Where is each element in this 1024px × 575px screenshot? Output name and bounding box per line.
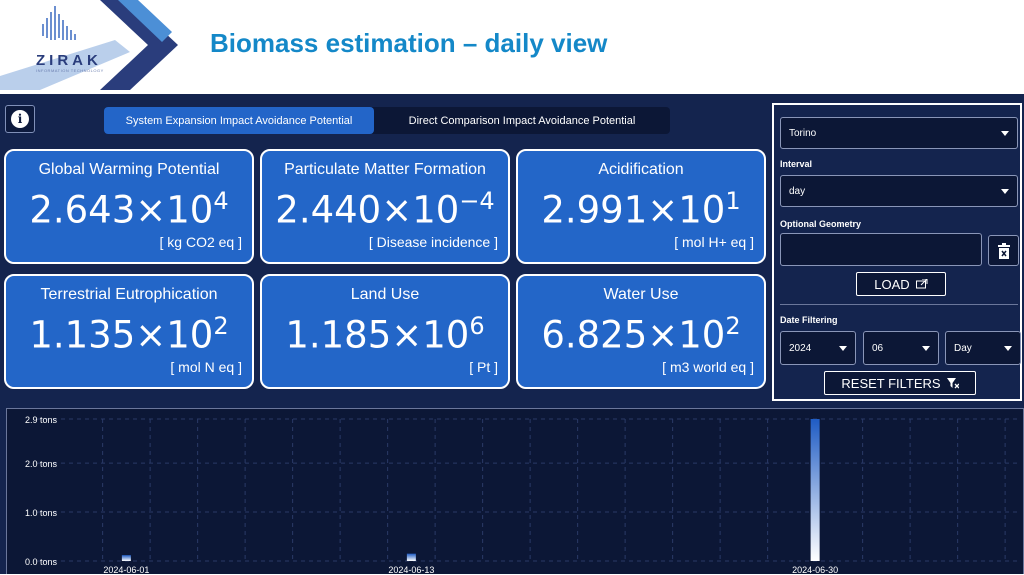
card-value: 2.991×101 (541, 187, 741, 232)
y-tick-label: 2.0 tons (25, 459, 58, 469)
month-select[interactable]: 06 (863, 331, 939, 365)
card-value: 1.135×102 (29, 312, 229, 357)
year-value: 2024 (789, 342, 812, 354)
y-tick-label: 2.9 tons (25, 415, 58, 425)
card-title: Water Use (603, 286, 679, 303)
reset-filters-button[interactable]: RESET FILTERS (824, 371, 976, 395)
card-terrestrial-eutrophication: Terrestrial Eutrophication 1.135×102 [ m… (4, 274, 254, 389)
x-tick-label: 2024-06-30 (792, 565, 838, 575)
card-title: Particulate Matter Formation (284, 161, 486, 178)
location-value: Torino (789, 127, 817, 139)
card-value: 1.185×106 (285, 312, 485, 357)
location-select[interactable]: Torino (780, 117, 1018, 149)
filter-clear-icon (946, 377, 959, 388)
logo-subtitle: INFORMATION TECHNOLOGY (36, 68, 104, 73)
card-value: 2.440×10−4 (275, 187, 495, 232)
geometry-label: Optional Geometry (780, 219, 862, 229)
card-global-warming: Global Warming Potential 2.643×104 [ kg … (4, 149, 254, 264)
chevron-down-icon (922, 346, 930, 351)
biomass-chart: 0.0 tons 1.0 tons 2.0 tons 2.9 tons 2024-06-… (6, 408, 1024, 575)
date-filter-label: Date Filtering (780, 315, 838, 325)
card-value: 2.643×104 (29, 187, 229, 232)
chevron-down-icon (1001, 189, 1009, 194)
card-acidification: Acidification 2.991×101 [ mol H+ eq ] (516, 149, 766, 264)
year-select[interactable]: 2024 (780, 331, 856, 365)
card-title: Acidification (598, 161, 684, 178)
chart-bar (406, 553, 416, 561)
card-unit: [ m3 world eq ] (662, 359, 754, 375)
card-unit: [ mol H+ eq ] (674, 234, 754, 250)
chevron-down-icon (839, 346, 847, 351)
header: ZIRAK INFORMATION TECHNOLOGY Biomass est… (0, 0, 1024, 90)
card-title: Global Warming Potential (38, 161, 220, 178)
tab-system-expansion[interactable]: System Expansion Impact Avoidance Potent… (104, 107, 374, 134)
chevron-down-icon (1004, 346, 1012, 351)
dashboard: i System Expansion Impact Avoidance Pote… (0, 94, 1024, 575)
geometry-input[interactable] (780, 233, 982, 266)
y-tick-label: 0.0 tons (25, 557, 58, 567)
interval-label: Interval (780, 159, 813, 169)
card-particulate-matter: Particulate Matter Formation 2.440×10−4 … (260, 149, 510, 264)
interval-select[interactable]: day (780, 175, 1018, 207)
card-unit: [ Disease incidence ] (368, 234, 498, 250)
card-title: Land Use (350, 286, 420, 303)
chevron-down-icon (1001, 131, 1009, 136)
trash-icon (997, 242, 1010, 259)
card-title: Terrestrial Eutrophication (40, 286, 218, 303)
zirak-logo: ZIRAK INFORMATION TECHNOLOGY (0, 0, 190, 90)
logo-graphic (0, 0, 178, 90)
info-button[interactable]: i (5, 105, 35, 133)
filter-panel: Torino Interval day Optional Geometry LO… (772, 103, 1022, 401)
y-tick-label: 1.0 tons (25, 508, 58, 518)
chart-svg: 0.0 tons 1.0 tons 2.0 tons 2.9 tons 2024-06-… (25, 415, 1017, 575)
info-icon: i (11, 110, 29, 128)
day-value: Day (954, 342, 972, 354)
divider (780, 304, 1018, 305)
impact-tabs: System Expansion Impact Avoidance Potent… (104, 107, 670, 134)
load-icon (915, 279, 928, 289)
x-tick-label: 2024-06-13 (388, 565, 434, 575)
card-unit: [ mol N eq ] (170, 359, 242, 375)
card-land-use: Land Use 1.185×106 [ Pt ] (260, 274, 510, 389)
x-tick-label: 2024-06-01 (103, 565, 149, 575)
card-value: 6.825×102 (541, 312, 741, 357)
card-unit: [ kg CO2 eq ] (159, 234, 242, 250)
chart-bar (121, 555, 131, 561)
chart-bar (810, 419, 820, 561)
month-value: 06 (872, 342, 884, 354)
page-title: Biomass estimation – daily view (210, 28, 608, 58)
tab-direct-comparison[interactable]: Direct Comparison Impact Avoidance Poten… (408, 114, 636, 127)
load-button[interactable]: LOAD (856, 272, 946, 296)
clear-geometry-button[interactable] (988, 235, 1019, 266)
card-water-use: Water Use 6.825×102 [ m3 world eq ] (516, 274, 766, 389)
logo-text: ZIRAK (36, 52, 102, 69)
interval-value: day (789, 185, 806, 197)
day-select[interactable]: Day (945, 331, 1021, 365)
load-label: LOAD (874, 276, 910, 292)
reset-label: RESET FILTERS (841, 375, 941, 391)
card-unit: [ Pt ] (469, 359, 498, 375)
